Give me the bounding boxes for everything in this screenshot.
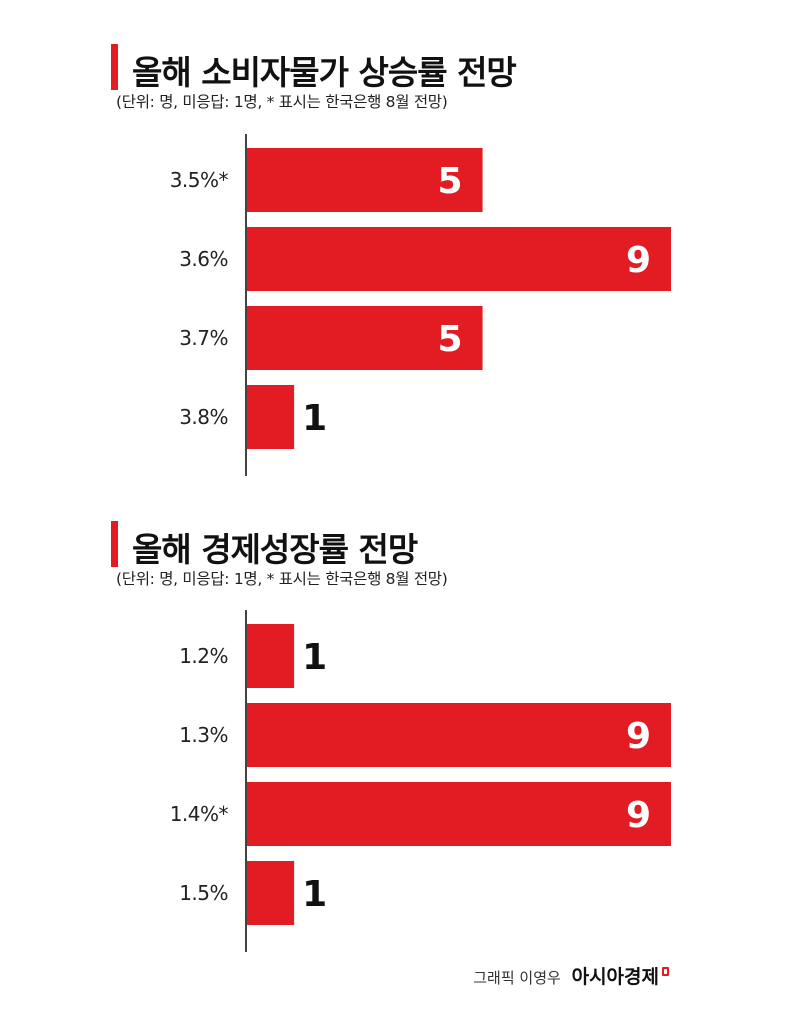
- value-label: 9: [626, 240, 651, 281]
- bar: [247, 861, 295, 925]
- value-label: 5: [437, 161, 462, 202]
- value-label: 1: [302, 637, 327, 678]
- category-label: 1.3%: [179, 723, 228, 747]
- bar: [247, 148, 483, 212]
- chart-subtitle: (단위: 명, 미응답: 1명, * 표시는 한국은행 8월 전망): [116, 93, 448, 111]
- value-label: 1: [302, 874, 327, 915]
- credit-line: 그래픽 이영우 아시아경제: [473, 962, 669, 989]
- title-accent-bar: [111, 521, 118, 567]
- bar: [247, 782, 671, 846]
- bar-chart-cpi: 3.5%* 5 3.6% 9 3.7% 5 3.8% 1: [170, 134, 671, 476]
- category-label: 3.8%: [179, 405, 228, 429]
- chart-title: 올해 경제성장률 전망: [132, 530, 418, 569]
- chart-subtitle: (단위: 명, 미응답: 1명, * 표시는 한국은행 8월 전망): [116, 570, 448, 588]
- category-label: 3.7%: [179, 326, 228, 350]
- bar: [247, 227, 671, 291]
- category-label: 1.2%: [179, 644, 228, 668]
- title-accent-bar: [111, 44, 118, 90]
- brand-logo-text: 아시아경제: [571, 966, 659, 988]
- bar: [247, 703, 671, 767]
- bar-chart-gdp: 1.2% 1 1.3% 9 1.4%* 9 1.5% 1: [170, 610, 671, 952]
- chart-title: 올해 소비자물가 상승률 전망: [132, 53, 517, 92]
- bar: [247, 624, 295, 688]
- category-label: 3.5%*: [170, 168, 229, 192]
- value-label: 9: [626, 795, 651, 836]
- value-label: 9: [626, 716, 651, 757]
- category-label: 1.4%*: [170, 802, 229, 826]
- category-label: 3.6%: [179, 247, 228, 271]
- bar: [247, 306, 483, 370]
- bar: [247, 385, 295, 449]
- value-label: 5: [437, 319, 462, 360]
- category-label: 1.5%: [179, 881, 228, 905]
- value-label: 1: [302, 398, 327, 439]
- graphic-author: 그래픽 이영우: [473, 969, 561, 987]
- brand-mark-icon: [662, 967, 669, 976]
